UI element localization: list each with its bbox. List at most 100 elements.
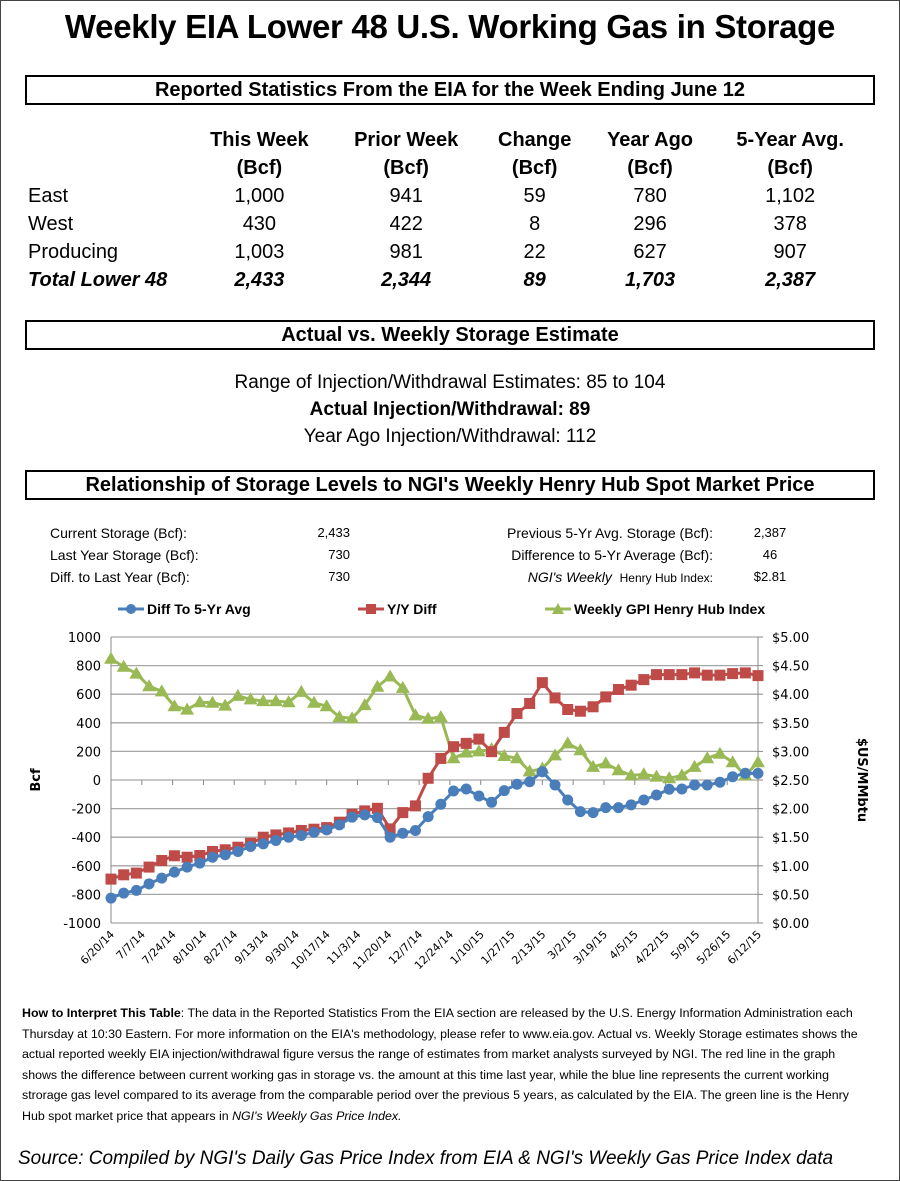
triangle-marker-icon xyxy=(545,603,571,614)
ngi-weekly-label: NGI's Weekly xyxy=(527,569,612,585)
col-header: Prior Week xyxy=(354,128,459,151)
data-point xyxy=(560,736,575,749)
data-point xyxy=(638,794,650,806)
legend-item-henry-hub: Weekly GPI Henry Hub Index xyxy=(545,601,765,617)
col-unit: (Bcf) xyxy=(767,156,813,179)
data-point xyxy=(409,824,421,836)
data-point xyxy=(421,711,436,724)
data-point xyxy=(625,679,637,691)
cell: 941 xyxy=(389,184,423,207)
data-point xyxy=(383,669,398,682)
data-point xyxy=(674,768,689,781)
data-point xyxy=(727,668,739,680)
col-unit: (Bcf) xyxy=(236,156,283,179)
data-point xyxy=(549,779,561,791)
data-point xyxy=(752,767,764,779)
data-point xyxy=(752,670,764,682)
data-point xyxy=(181,861,193,873)
data-point xyxy=(281,695,296,708)
data-point xyxy=(359,809,371,821)
diff-five-yr-label: Difference to 5-Yr Average (Bcf): xyxy=(511,547,713,563)
region-label: East xyxy=(28,184,69,207)
henry-hub-index-value: $2.81 xyxy=(753,569,787,584)
data-point xyxy=(473,790,485,802)
relationship-heading: Relationship of Storage Levels to NGI's … xyxy=(25,470,875,500)
estimate-year-ago: Year Ago Injection/Withdrawal: 112 xyxy=(303,426,597,447)
data-point xyxy=(649,769,664,782)
data-point xyxy=(562,704,574,716)
x-tick-label: 6/12/15 xyxy=(725,928,764,967)
data-point xyxy=(180,702,195,715)
data-point xyxy=(194,850,206,862)
data-point xyxy=(498,785,510,797)
data-point xyxy=(687,759,702,772)
note-lead: How to Interpret This Table xyxy=(22,1006,181,1020)
data-point xyxy=(384,831,396,843)
data-point xyxy=(549,692,561,704)
data-point xyxy=(167,699,182,712)
region-label: West xyxy=(28,212,74,235)
diff-last-year-value: 730 xyxy=(328,569,350,584)
cell: 59 xyxy=(523,184,546,207)
y2-tick-label: $5.00 xyxy=(772,631,809,646)
data-point xyxy=(727,771,739,783)
data-point xyxy=(245,840,257,852)
y2-tick-label: $0.50 xyxy=(772,888,809,903)
data-point xyxy=(524,697,536,709)
data-point xyxy=(562,794,574,806)
data-point xyxy=(142,679,157,692)
data-point xyxy=(676,669,688,681)
data-point xyxy=(408,708,423,721)
data-point xyxy=(395,680,410,693)
data-point xyxy=(587,807,599,819)
data-point xyxy=(536,766,548,778)
cell: 22 xyxy=(523,240,546,263)
data-point xyxy=(104,651,118,664)
cell: 2,387 xyxy=(765,268,816,291)
data-point xyxy=(206,846,218,857)
data-point xyxy=(459,745,474,758)
reported-stats-table: This Week Prior Week Change Year Ago 5-Y… xyxy=(28,126,868,294)
y-tick-label: 0 xyxy=(93,774,101,789)
data-point xyxy=(573,743,588,756)
data-point xyxy=(435,752,447,764)
data-point xyxy=(345,711,360,724)
table-header-row: This Week Prior Week Change Year Ago 5-Y… xyxy=(28,126,868,154)
y-axis-label: Bcf xyxy=(29,768,44,792)
data-point xyxy=(384,823,396,835)
legend-label: Y/Y Diff xyxy=(387,601,437,617)
estimate-range: Range of Injection/Withdrawal Estimates:… xyxy=(234,372,666,393)
data-point xyxy=(624,768,639,781)
data-point xyxy=(448,741,460,753)
data-point xyxy=(397,807,409,819)
data-point xyxy=(574,806,586,818)
data-point xyxy=(714,776,726,788)
y-tick-label: 1000 xyxy=(68,631,101,646)
data-point xyxy=(283,831,295,843)
data-point xyxy=(701,779,713,791)
legend-item-yy-diff: Y/Y Diff xyxy=(358,601,437,617)
data-point xyxy=(270,829,282,841)
data-point xyxy=(651,669,663,681)
series-line xyxy=(110,657,760,780)
data-point xyxy=(739,667,751,679)
x-tick-label: 3/19/15 xyxy=(571,928,610,967)
data-point xyxy=(600,802,612,814)
data-point xyxy=(651,789,663,801)
data-point xyxy=(663,669,675,681)
data-point xyxy=(270,834,282,846)
last-year-storage-label: Last Year Storage (Bcf): xyxy=(50,547,199,563)
page-title: Weekly EIA Lower 48 U.S. Working Gas in … xyxy=(64,8,836,45)
data-point xyxy=(232,846,244,857)
data-point xyxy=(333,819,345,831)
storage-price-chart: 1000 800 600 400 200 0 -200 -400 -600 -800 -1000 $5… xyxy=(29,631,869,972)
y2-tick-label: $3.50 xyxy=(772,717,809,732)
note-tail: NGI's Weekly Gas Price Index. xyxy=(232,1108,402,1123)
x-tick-label: 2/13/15 xyxy=(509,928,548,967)
cell: 8 xyxy=(529,212,541,235)
data-point xyxy=(257,838,269,850)
data-point xyxy=(130,884,142,896)
square-marker-icon xyxy=(358,604,384,614)
data-point xyxy=(536,677,548,689)
data-point xyxy=(676,783,688,795)
